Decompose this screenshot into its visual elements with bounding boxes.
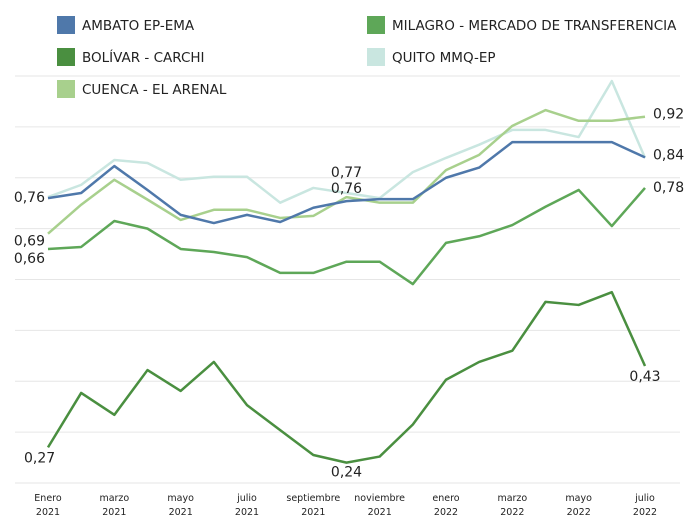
data-label: 0,43 bbox=[629, 369, 660, 385]
series-line bbox=[47, 187, 646, 286]
x-tick-label: enero 2022 bbox=[432, 493, 460, 515]
x-tick-label: septiembre 2021 bbox=[286, 493, 341, 515]
series-line bbox=[46, 290, 647, 464]
legend-label: QUITO MMQ-EP bbox=[392, 50, 496, 66]
x-tick-label: Enero 2021 bbox=[34, 493, 62, 515]
data-label: 0,69 bbox=[14, 234, 45, 250]
legend-label: AMBATO EP-EMA bbox=[82, 18, 195, 34]
data-label: 0,84 bbox=[653, 147, 684, 163]
data-label: 0,76 bbox=[331, 181, 362, 197]
x-tick-label: mayo 2022 bbox=[565, 493, 592, 515]
series-line bbox=[47, 140, 646, 225]
data-label: 0,78 bbox=[653, 180, 684, 196]
legend-label: CUENCA - EL ARENAL bbox=[82, 82, 227, 98]
data-label: 0,76 bbox=[14, 190, 45, 206]
series-line bbox=[47, 79, 647, 204]
data-label: 0,92 bbox=[653, 107, 684, 123]
legend-label: BOLÍVAR - CARCHI bbox=[82, 49, 205, 66]
x-tick-label: marzo 2021 bbox=[99, 493, 130, 515]
x-tick-label: julio 2021 bbox=[234, 493, 260, 515]
legend-swatch bbox=[57, 48, 75, 66]
legend-label: MILAGRO - MERCADO DE TRANSFERENCIA bbox=[392, 18, 677, 34]
x-tick-label: mayo 2021 bbox=[167, 493, 194, 515]
data-label: 0,66 bbox=[14, 251, 45, 267]
legend-swatch bbox=[367, 48, 385, 66]
data-label: 0,77 bbox=[331, 165, 362, 181]
data-label: 0,24 bbox=[331, 465, 362, 481]
legend-swatch bbox=[57, 80, 75, 98]
legend-swatch bbox=[367, 16, 385, 34]
x-tick-label: julio 2022 bbox=[632, 493, 658, 515]
legend-swatch bbox=[57, 16, 75, 34]
x-tick-label: marzo 2022 bbox=[497, 493, 528, 515]
x-tick-label: noviembre 2021 bbox=[354, 493, 406, 515]
series-line bbox=[47, 108, 646, 235]
data-label: 0,27 bbox=[24, 450, 55, 466]
